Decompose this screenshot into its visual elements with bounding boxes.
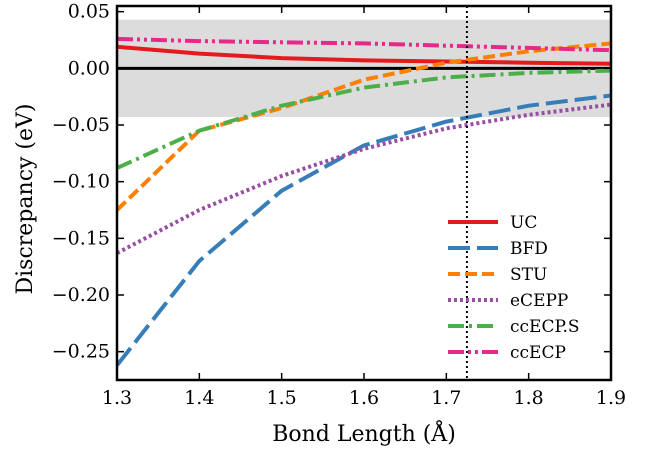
plot-area <box>117 6 611 380</box>
y-tick-label: 0.05 <box>68 1 110 23</box>
legend-label-stu: STU <box>510 265 547 285</box>
x-tick-label: 1.7 <box>431 387 461 409</box>
axes: 1.3 1.4 1.5 1.6 1.7 1.8 1.9 0.05 0.00 −0.05 −0.10 −… <box>52 1 626 409</box>
legend-label-ecepp: eCEPP <box>510 291 568 311</box>
y-axis-label: Discrepancy (eV) <box>13 103 38 294</box>
series-line-uc <box>117 44 611 66</box>
y-tick-label: 0.00 <box>68 57 110 79</box>
series-line-ccecp <box>117 36 611 53</box>
x-tick-label: 1.9 <box>596 387 626 409</box>
series-line-bfd <box>117 93 611 367</box>
y-tick-label: −0.10 <box>52 171 110 193</box>
x-axis-label: Bond Length (Å) <box>272 419 456 447</box>
x-tick-label: 1.8 <box>514 387 544 409</box>
legend-label-bfd: BFD <box>510 239 548 259</box>
series-group <box>117 36 611 367</box>
y-tick-label: −0.20 <box>52 284 110 306</box>
x-tick-label: 1.5 <box>267 387 297 409</box>
x-tick-label: 1.4 <box>184 387 214 409</box>
x-tick-label: 1.6 <box>349 387 379 409</box>
legend-label-ccecp: ccECP <box>510 343 566 363</box>
series-line-ecepp <box>117 102 611 255</box>
y-tick-label: −0.05 <box>52 114 110 136</box>
legend-label-ccecp-s: ccECP.S <box>510 317 580 337</box>
y-tick-label: −0.15 <box>52 227 110 249</box>
legend: UC BFD STU eCEPP ccECP.S ccECP <box>448 213 580 363</box>
y-tick-label: −0.25 <box>52 341 110 363</box>
legend-label-uc: UC <box>510 213 537 233</box>
x-tick-label: 1.3 <box>102 387 132 409</box>
series-line-ccecp-s <box>117 68 611 170</box>
